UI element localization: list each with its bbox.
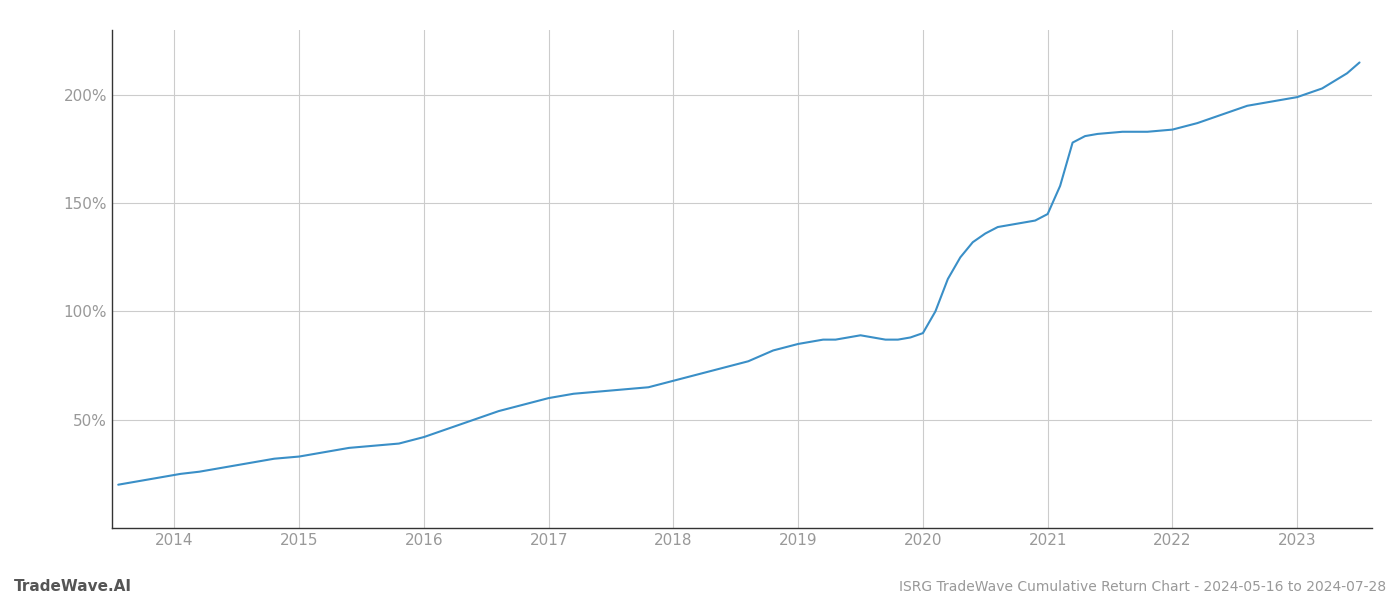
Text: TradeWave.AI: TradeWave.AI [14,579,132,594]
Text: ISRG TradeWave Cumulative Return Chart - 2024-05-16 to 2024-07-28: ISRG TradeWave Cumulative Return Chart -… [899,580,1386,594]
